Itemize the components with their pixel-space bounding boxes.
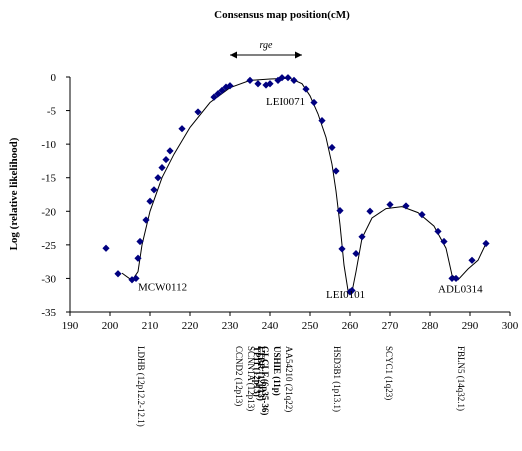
marker-label: ADL0314	[438, 284, 483, 296]
data-point	[214, 90, 222, 98]
y-tick-label: -10	[41, 139, 56, 151]
data-point	[338, 245, 346, 253]
data-point	[166, 147, 174, 155]
y-tick-label: 0	[51, 72, 57, 84]
data-point	[222, 83, 230, 91]
data-point	[114, 270, 122, 278]
axes-group: 0 -5 -10 -15 -20 -25 -30 -35 190 200 210 220 230 240 2…	[41, 72, 518, 332]
gene-label: LDHB (12p12.2-12.1)	[136, 346, 146, 427]
gene-label: SCYC1 (1q23)	[384, 346, 394, 400]
x-tick-label: 230	[222, 320, 239, 332]
data-point	[302, 85, 310, 93]
data-point	[146, 197, 154, 205]
x-tick-label: 240	[262, 320, 279, 332]
y-tick-label: -25	[41, 240, 56, 252]
marker-labels-layer: MCW0112 LEI0071 LEI0101 ADL0314	[138, 96, 483, 301]
data-point	[352, 249, 360, 258]
data-point	[278, 74, 286, 82]
x-tick-label: 220	[182, 320, 199, 332]
data-point	[366, 207, 374, 215]
gene-labels-layer: LDHB (12p12.2-12.1) CCND2 (12p13) SCNN1A (…	[136, 346, 466, 427]
data-point	[448, 274, 456, 283]
gene-label: AA54210 (21q22)	[284, 346, 294, 412]
data-point	[210, 93, 218, 101]
data-points-layer	[102, 74, 490, 296]
data-point	[218, 86, 226, 95]
marker-label: LEI0101	[326, 289, 365, 301]
data-point	[194, 108, 202, 116]
x-tick-label: 300	[502, 320, 519, 332]
data-point	[348, 286, 356, 295]
fitted-curve	[121, 77, 487, 293]
marker-label: LEI0071	[266, 96, 305, 108]
data-point	[136, 237, 144, 246]
gene-label: FBLN5 (14q32.1)	[456, 346, 466, 411]
data-point	[418, 211, 426, 219]
data-point	[402, 202, 410, 210]
data-point	[482, 239, 490, 248]
data-point	[318, 117, 326, 125]
y-tick-label: -30	[41, 273, 56, 285]
data-point	[246, 76, 254, 84]
data-point	[154, 174, 162, 182]
data-point	[134, 254, 142, 262]
gene-label: TPI1 (12p13)	[252, 346, 262, 397]
x-tick-label: 200	[102, 320, 119, 332]
y-tick-label: -15	[41, 173, 56, 185]
y-axis-label: Log (relative likelihood)	[8, 137, 20, 250]
y-tick-label: -5	[47, 106, 57, 118]
x-tick-label: 260	[342, 320, 359, 332]
data-point	[132, 274, 140, 283]
range-arrow-left-head	[230, 51, 237, 59]
y-tick-label: -35	[41, 307, 56, 319]
data-point	[150, 186, 158, 194]
marker-label: MCW0112	[138, 281, 187, 293]
x-tick-label: 190	[62, 320, 79, 332]
data-point	[310, 98, 318, 107]
data-point	[102, 244, 110, 252]
data-point	[290, 76, 298, 84]
range-annotation: rge	[230, 40, 302, 59]
data-point	[332, 167, 340, 175]
x-tick-label: 210	[142, 320, 159, 332]
data-point	[440, 237, 448, 246]
data-point	[226, 82, 234, 90]
data-point	[358, 233, 366, 241]
gene-label: USHIE (11p)	[272, 346, 282, 396]
x-tick-label: 280	[422, 320, 439, 332]
gene-label: SCNN1A (12p13)	[246, 346, 256, 411]
gene-label: CCND2 (12p13)	[234, 346, 244, 406]
data-point	[254, 80, 262, 88]
data-point	[162, 155, 170, 164]
range-arrow-right-head	[295, 51, 302, 59]
gene-label: GLCLF (6p35-36)	[260, 346, 270, 415]
chart-title: Consensus map position(cM)	[214, 9, 350, 21]
x-tick-label: 290	[462, 320, 479, 332]
data-point	[284, 74, 292, 82]
gene-label: LTBR (12p13)	[256, 346, 266, 401]
x-tick-label: 270	[382, 320, 399, 332]
data-point	[142, 216, 150, 224]
data-point	[452, 274, 460, 283]
data-point	[468, 256, 476, 264]
range-label: rge	[260, 40, 274, 51]
data-point	[434, 227, 442, 236]
gene-label: HSD3B1 (1p13.1)	[332, 346, 342, 412]
data-point	[328, 143, 336, 152]
data-point	[386, 200, 394, 209]
y-tick-label: -20	[41, 206, 56, 218]
data-point	[266, 80, 274, 88]
fitted-curve-layer	[121, 77, 487, 293]
data-point	[336, 207, 344, 215]
data-point	[178, 125, 186, 133]
data-point	[158, 164, 166, 172]
x-tick-label: 250	[302, 320, 319, 332]
